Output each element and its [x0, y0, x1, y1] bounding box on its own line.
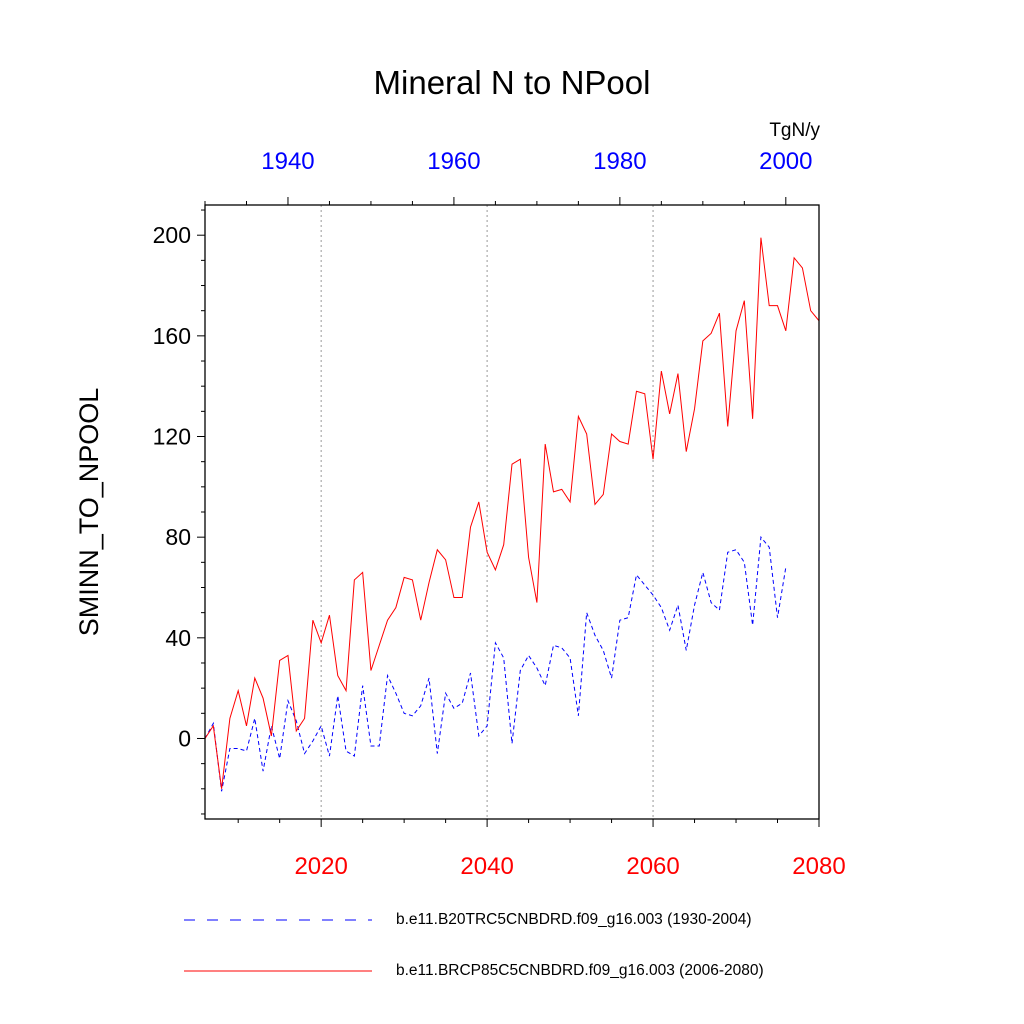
- top-tick-label: 1940: [261, 148, 314, 175]
- bottom-tick-label: 2020: [294, 853, 347, 880]
- y-tick-label: 200: [153, 222, 191, 248]
- bottom-tick-label: 2040: [460, 853, 513, 880]
- y-tick-label: 160: [153, 323, 191, 349]
- chart-title: Mineral N to NPool: [373, 64, 651, 101]
- y-tick-label: 40: [165, 625, 191, 651]
- plot-frame: [204, 204, 820, 820]
- top-tick-label: 1960: [427, 148, 480, 175]
- bottom-tick-label: 2060: [626, 853, 679, 880]
- bottom-tick-label: 2080: [792, 853, 845, 880]
- y-tick-label: 80: [165, 524, 191, 550]
- top-tick-label: 1980: [593, 148, 646, 175]
- y-axis-label: SMINN_TO_NPOOL: [74, 388, 104, 637]
- series-rcp85-line: [204, 237, 820, 789]
- units-label: TgN/y: [769, 120, 820, 141]
- top-tick-label: 2000: [759, 148, 812, 175]
- y-tick-label: 0: [178, 725, 191, 751]
- y-tick-label: 120: [153, 424, 191, 450]
- series-historical-line: [204, 535, 787, 792]
- legend-label-rcp85: b.e11.BRCP85C5CNBDRD.f09_g16.003 (2006-2…: [396, 962, 764, 979]
- legend-label-historical: b.e11.B20TRC5CNBDRD.f09_g16.003 (1930-20…: [396, 911, 752, 928]
